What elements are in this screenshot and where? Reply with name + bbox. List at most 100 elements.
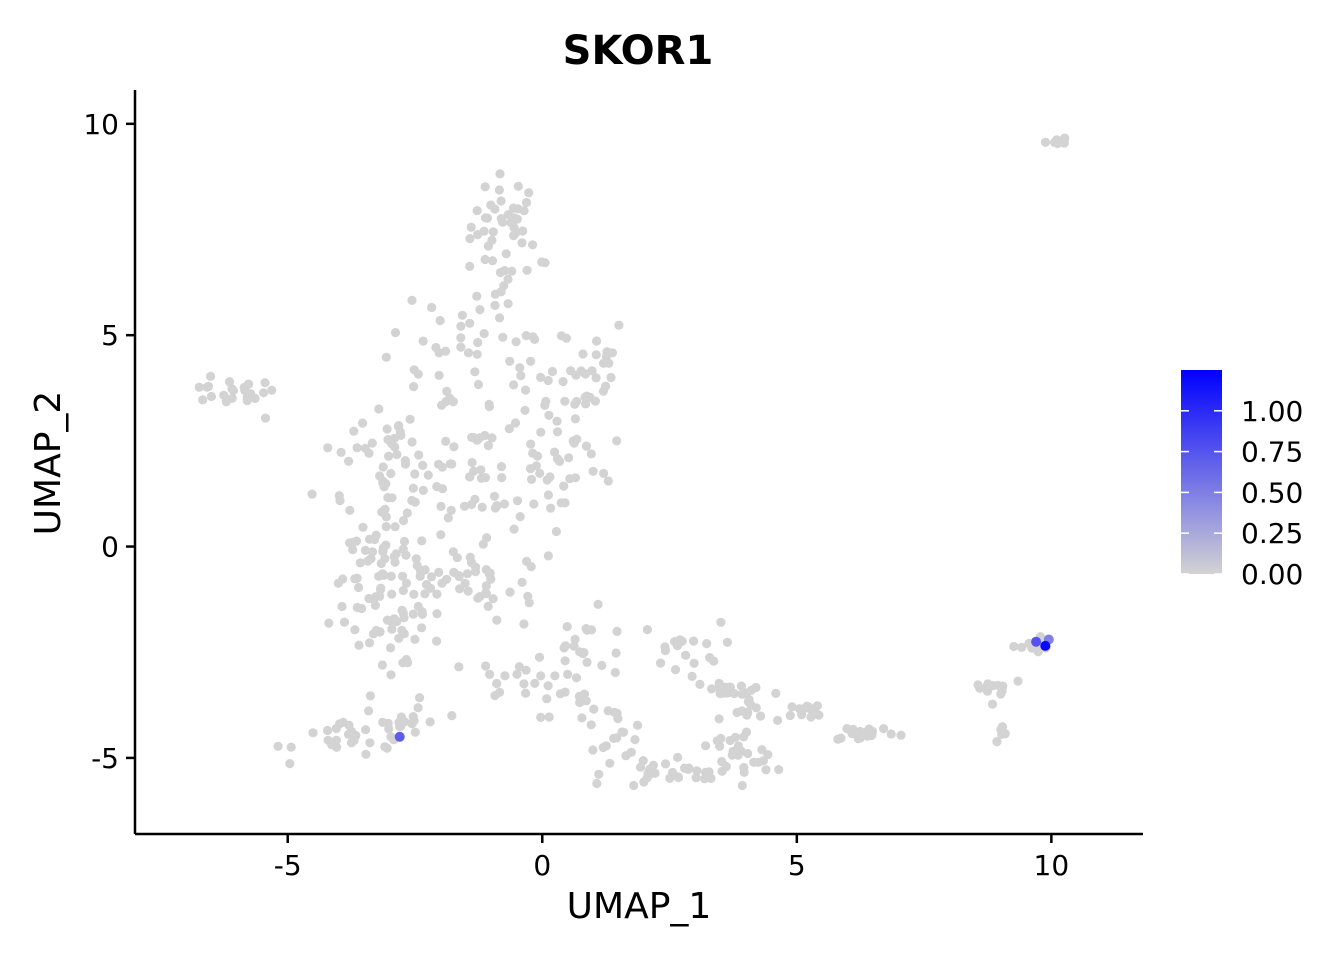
cell-point bbox=[475, 305, 485, 315]
cell-point bbox=[426, 572, 437, 582]
cell-point bbox=[219, 390, 229, 400]
points-layer bbox=[194, 133, 1070, 791]
cell-point bbox=[369, 594, 379, 605]
cell-point bbox=[574, 691, 585, 702]
cell-point bbox=[550, 447, 560, 457]
cell-point bbox=[481, 661, 491, 671]
cell-point bbox=[413, 703, 423, 713]
cell-point bbox=[500, 671, 510, 681]
cell-point bbox=[486, 200, 496, 210]
cell-point bbox=[560, 498, 570, 508]
cell-point bbox=[503, 210, 513, 220]
cell-point bbox=[455, 584, 465, 594]
cell-point bbox=[425, 717, 435, 727]
cell-point bbox=[547, 366, 558, 377]
cell-point bbox=[383, 493, 393, 503]
cell-point bbox=[386, 468, 396, 479]
cell-point bbox=[516, 371, 526, 381]
cell-point bbox=[469, 466, 479, 476]
cell-point bbox=[414, 450, 424, 460]
cell-point bbox=[544, 410, 554, 420]
cell-point bbox=[408, 712, 418, 722]
cell-point bbox=[465, 261, 475, 271]
cell-point bbox=[592, 336, 602, 346]
cell-point bbox=[386, 670, 396, 680]
cell-point bbox=[509, 524, 519, 534]
cell-point bbox=[397, 625, 407, 636]
cell-point bbox=[387, 624, 397, 634]
cell-point bbox=[435, 315, 445, 326]
cell-point bbox=[577, 713, 587, 723]
cell-point bbox=[381, 512, 391, 522]
cell-point bbox=[350, 574, 360, 584]
cell-point bbox=[333, 578, 343, 588]
cell-point bbox=[705, 653, 715, 663]
cell-point bbox=[343, 729, 354, 740]
cell-point bbox=[463, 586, 473, 596]
cell-point bbox=[381, 352, 391, 362]
cell-point bbox=[701, 741, 711, 751]
expressing-cell-point bbox=[1031, 636, 1042, 647]
cell-point bbox=[399, 613, 409, 623]
cell-point bbox=[552, 416, 562, 426]
cell-point bbox=[337, 601, 347, 612]
cell-point bbox=[528, 448, 538, 458]
cell-point bbox=[521, 665, 531, 675]
cell-point bbox=[603, 476, 613, 486]
cell-point bbox=[390, 328, 401, 338]
cell-point bbox=[260, 413, 271, 423]
cell-point bbox=[744, 695, 754, 705]
cell-point bbox=[488, 594, 498, 604]
cell-point bbox=[352, 443, 362, 453]
cell-point bbox=[456, 342, 466, 352]
highlight-layer bbox=[394, 634, 1054, 742]
cell-point bbox=[384, 724, 394, 734]
cell-point bbox=[773, 715, 783, 726]
colorbar-gradient bbox=[1181, 370, 1222, 574]
cell-point bbox=[437, 400, 447, 410]
x-tick-label: 10 bbox=[1034, 849, 1070, 882]
cell-point bbox=[473, 379, 484, 390]
cell-point bbox=[589, 704, 599, 714]
cell-point bbox=[323, 443, 333, 453]
cell-point bbox=[569, 641, 579, 651]
cell-point bbox=[358, 522, 368, 532]
cell-point bbox=[380, 554, 390, 564]
cell-point bbox=[586, 720, 596, 730]
cell-point bbox=[413, 601, 423, 612]
cell-point bbox=[525, 464, 536, 474]
expressing-cell-point bbox=[394, 731, 405, 742]
colorbar-ticks: 0.00 0.25 0.50 0.75 1.00 bbox=[1181, 395, 1303, 591]
cell-point bbox=[560, 687, 570, 697]
cell-point bbox=[250, 393, 260, 403]
cell-point bbox=[382, 424, 392, 434]
cell-point bbox=[732, 707, 742, 718]
cell-point bbox=[638, 756, 648, 766]
cell-point bbox=[336, 447, 346, 457]
cell-point bbox=[418, 336, 428, 346]
cell-point bbox=[560, 656, 570, 666]
y-tick-label: -5 bbox=[91, 742, 119, 775]
cell-point bbox=[432, 589, 442, 599]
cell-point bbox=[1017, 642, 1027, 653]
cell-point bbox=[432, 636, 442, 646]
cell-point bbox=[351, 536, 362, 546]
cell-point bbox=[522, 265, 532, 275]
cell-point bbox=[496, 462, 507, 472]
cell-point bbox=[755, 711, 766, 721]
cell-point bbox=[1000, 729, 1010, 739]
cell-point bbox=[495, 313, 505, 323]
cell-point bbox=[593, 599, 603, 610]
cell-point bbox=[519, 679, 529, 689]
cell-point bbox=[517, 577, 527, 588]
cell-point bbox=[975, 683, 985, 693]
cell-point bbox=[508, 380, 519, 390]
cell-point bbox=[722, 637, 733, 647]
cell-point bbox=[472, 206, 482, 216]
cell-point bbox=[546, 503, 556, 513]
cell-point bbox=[378, 543, 388, 553]
cell-point bbox=[672, 641, 683, 651]
cell-point bbox=[382, 743, 392, 753]
y-tick-label: 10 bbox=[83, 108, 119, 141]
